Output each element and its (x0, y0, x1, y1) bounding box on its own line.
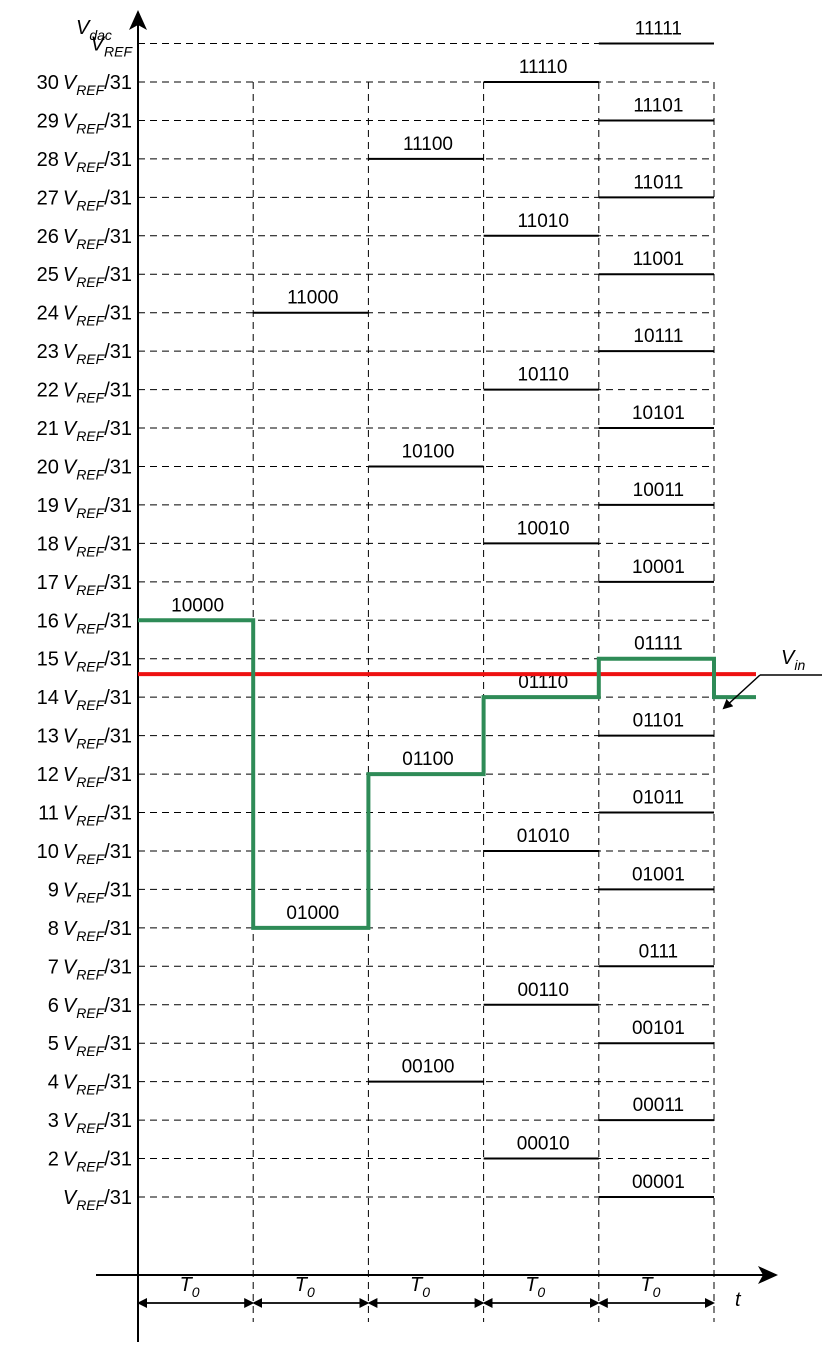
y-tick-label: 8 VREF/31 (48, 918, 132, 944)
y-tick-label: 10 VREF/31 (37, 841, 132, 867)
period-markers: T0 T0 T0 T0 T0 (137, 1274, 715, 1308)
y-tick-label: 30 VREF/31 (37, 72, 132, 98)
y-tick-label: 2 VREF/31 (48, 1149, 132, 1175)
period-label: T0 (180, 1274, 200, 1300)
code-label: 00110 (517, 980, 568, 1001)
code-label: 01011 (633, 788, 684, 809)
y-tick-label: 14 VREF/31 (37, 687, 132, 713)
code-label: 11011 (633, 172, 683, 193)
vertical-grid (252, 82, 715, 1322)
y-tick-label: 23 VREF/31 (37, 341, 132, 367)
y-tick-label: 16 VREF/31 (37, 610, 132, 636)
code-label: 10001 (632, 557, 685, 578)
y-tick-label: 21 VREF/31 (37, 418, 132, 444)
y-tick-label: 22 VREF/31 (37, 380, 132, 406)
code-label: 00101 (632, 1018, 685, 1039)
y-tick-label: 25 VREF/31 (37, 264, 132, 290)
code-label: 10110 (517, 365, 568, 386)
code-label: 10101 (632, 403, 685, 424)
code-label: 01000 (286, 903, 339, 924)
code-label: 00010 (517, 1134, 570, 1155)
code-label: 01101 (633, 711, 684, 732)
code-label: 01111 (634, 634, 683, 655)
y-tick-label: 18 VREF/31 (37, 533, 132, 559)
period-label: T0 (640, 1274, 660, 1300)
y-tick-label: 20 VREF/31 (37, 456, 132, 482)
y-tick-label: 13 VREF/31 (37, 726, 132, 752)
y-tick-label: 7 VREF/31 (48, 956, 132, 982)
x-axis-title: t (735, 1289, 742, 1311)
y-tick-label: 15 VREF/31 (37, 649, 132, 675)
code-label: 10010 (517, 518, 570, 539)
code-label: 01001 (632, 864, 685, 885)
y-tick-label: VREF/31 (63, 1187, 132, 1213)
code-label: 00001 (632, 1172, 685, 1193)
code-label: 10111 (633, 326, 683, 347)
period-label: T0 (295, 1274, 315, 1300)
code-label: 00011 (633, 1095, 684, 1116)
y-tick-label: 5 VREF/31 (48, 1033, 132, 1059)
y-tick-label: 28 VREF/31 (37, 149, 132, 175)
y-tick-label: 6 VREF/31 (48, 995, 132, 1021)
y-tick-label: 24 VREF/31 (37, 303, 132, 329)
y-tick-label: 17 VREF/31 (37, 572, 132, 598)
y-tick-label: VREF (91, 34, 134, 60)
y-tick-label: 19 VREF/31 (37, 495, 132, 521)
code-label: 0111 (639, 941, 678, 962)
code-label: 11100 (403, 134, 453, 155)
code-levels: 10000 11000 01000 11100 10100 01100 00100 11110… (138, 19, 714, 1198)
vdac-staircase (138, 618, 756, 930)
code-label: 01110 (518, 672, 568, 693)
y-tick-label: 4 VREF/31 (48, 1072, 132, 1098)
code-label: 11001 (633, 249, 684, 270)
period-label: T0 (410, 1274, 430, 1300)
y-tick-label: 27 VREF/31 (37, 187, 132, 213)
period-label: T0 (525, 1274, 545, 1300)
code-label: 00100 (402, 1057, 455, 1078)
y-tick-label: 12 VREF/31 (37, 764, 132, 790)
code-label: 11101 (633, 95, 683, 116)
code-label: 10011 (633, 480, 684, 501)
y-tick-label: 29 VREF/31 (37, 110, 132, 136)
code-label: 10100 (402, 441, 455, 462)
vin-label: Vin (781, 647, 805, 673)
code-label: 10000 (171, 595, 224, 616)
code-label: 11010 (517, 211, 568, 232)
code-label: 01010 (517, 826, 570, 847)
y-tick-label: 26 VREF/31 (37, 226, 132, 252)
y-axis-title: Vdac (76, 17, 112, 43)
code-label: 11110 (519, 57, 568, 78)
y-tick-labels: VREF 30 VREF/31 29 VREF/31 28 VREF/31 27 VREF/31… (37, 34, 134, 1213)
code-label: 11111 (635, 19, 682, 40)
vin-leader-arrow (722, 674, 761, 710)
y-tick-label: 9 VREF/31 (48, 879, 132, 905)
code-label: 01100 (402, 749, 453, 770)
y-tick-label: 3 VREF/31 (48, 1110, 132, 1136)
code-label: 11000 (287, 288, 338, 309)
y-tick-label: 11 VREF/31 (38, 803, 132, 829)
vin-annotation: Vin (722, 647, 822, 710)
series (138, 618, 756, 930)
